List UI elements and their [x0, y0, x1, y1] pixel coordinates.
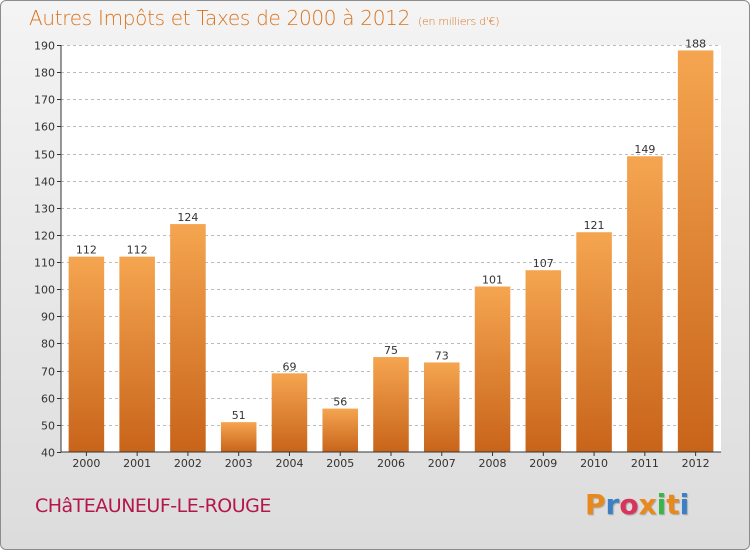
chart-subtitle: (en milliers d'€)	[418, 15, 500, 28]
data-label-2009: 107	[533, 257, 554, 270]
chart-title-text: Autres Impôts et Taxes de 2000 à 2012	[29, 6, 410, 30]
data-label-2001: 112	[127, 244, 148, 257]
data-label-2006: 75	[384, 344, 398, 357]
y-tick-label: 110	[34, 257, 55, 270]
data-label-2003: 51	[232, 409, 246, 422]
x-tick-label-2002: 2002	[174, 457, 202, 470]
bar-2004[interactable]	[271, 373, 308, 452]
data-label-2010: 121	[584, 219, 605, 232]
logo-letter: r	[605, 488, 620, 521]
y-tick-label: 140	[34, 176, 55, 189]
bar-2001[interactable]	[119, 256, 155, 452]
bar-2011[interactable]	[627, 156, 663, 452]
x-tick-label-2009: 2009	[529, 457, 557, 470]
x-tick-label-2005: 2005	[326, 457, 354, 470]
data-label-2007: 73	[435, 349, 449, 362]
data-label-2011: 149	[634, 143, 655, 156]
bar-2002[interactable]	[170, 224, 206, 452]
bar-2012[interactable]	[677, 50, 714, 452]
bar-2000[interactable]	[68, 256, 105, 452]
chart-title: Autres Impôts et Taxes de 2000 à 2012 (en…	[29, 6, 499, 30]
y-tick-label: 190	[34, 40, 55, 53]
x-tick-label-2001: 2001	[123, 457, 151, 470]
logo-letter: t	[666, 488, 680, 521]
y-tick-label: 170	[34, 94, 55, 107]
bar-2005[interactable]	[322, 408, 358, 452]
y-tick-label: 120	[34, 230, 55, 243]
logo-letter: i	[656, 488, 667, 521]
data-label-2008: 101	[482, 273, 503, 286]
commune-name: CHâTEAUNEUF-LE-ROUGE	[35, 495, 271, 517]
x-tick-label-2007: 2007	[428, 457, 456, 470]
y-tick-label: 180	[34, 67, 55, 80]
x-tick-label-2000: 2000	[72, 457, 100, 470]
y-tick-label: 160	[34, 121, 55, 134]
bar-2010[interactable]	[576, 232, 612, 452]
bar-2009[interactable]	[525, 270, 562, 452]
x-tick-label-2011: 2011	[631, 457, 659, 470]
y-tick-label: 80	[41, 338, 55, 351]
logo-letter: P	[585, 488, 606, 521]
y-tick-label: 50	[41, 420, 55, 433]
y-tick-label: 40	[41, 447, 55, 460]
y-tick-label: 60	[41, 393, 55, 406]
y-tick-label: 150	[34, 149, 55, 162]
x-tick-label-2004: 2004	[275, 457, 303, 470]
x-tick-label-2003: 2003	[225, 457, 253, 470]
bar-2008[interactable]	[474, 286, 511, 452]
bar-layer	[68, 50, 714, 452]
data-label-2002: 124	[177, 211, 198, 224]
y-tick-label: 70	[41, 366, 55, 379]
proxiti-logo[interactable]: Proxiti	[585, 488, 689, 521]
x-tick-label-2006: 2006	[377, 457, 405, 470]
x-tick-label-2012: 2012	[682, 457, 710, 470]
y-tick-label: 100	[34, 284, 55, 297]
x-tick-label-2010: 2010	[580, 457, 608, 470]
data-label-2004: 69	[282, 360, 296, 373]
y-tick-label: 130	[34, 203, 55, 216]
data-label-2005: 56	[333, 396, 347, 409]
bar-2007[interactable]	[424, 362, 460, 452]
logo-letter: x	[638, 488, 657, 521]
bar-2006[interactable]	[373, 357, 409, 452]
logo-letter: i	[679, 488, 690, 521]
bar-2003[interactable]	[220, 422, 257, 452]
logo-letter: o	[619, 488, 639, 521]
data-label-2000: 112	[76, 244, 97, 257]
label-layer: 40 50 60 70 80 90 100 110 120 130 140 150 160 170 180 1…	[34, 37, 710, 470]
y-tick-label: 90	[41, 311, 55, 324]
data-label-2012: 188	[685, 37, 706, 50]
x-tick-label-2008: 2008	[479, 457, 507, 470]
